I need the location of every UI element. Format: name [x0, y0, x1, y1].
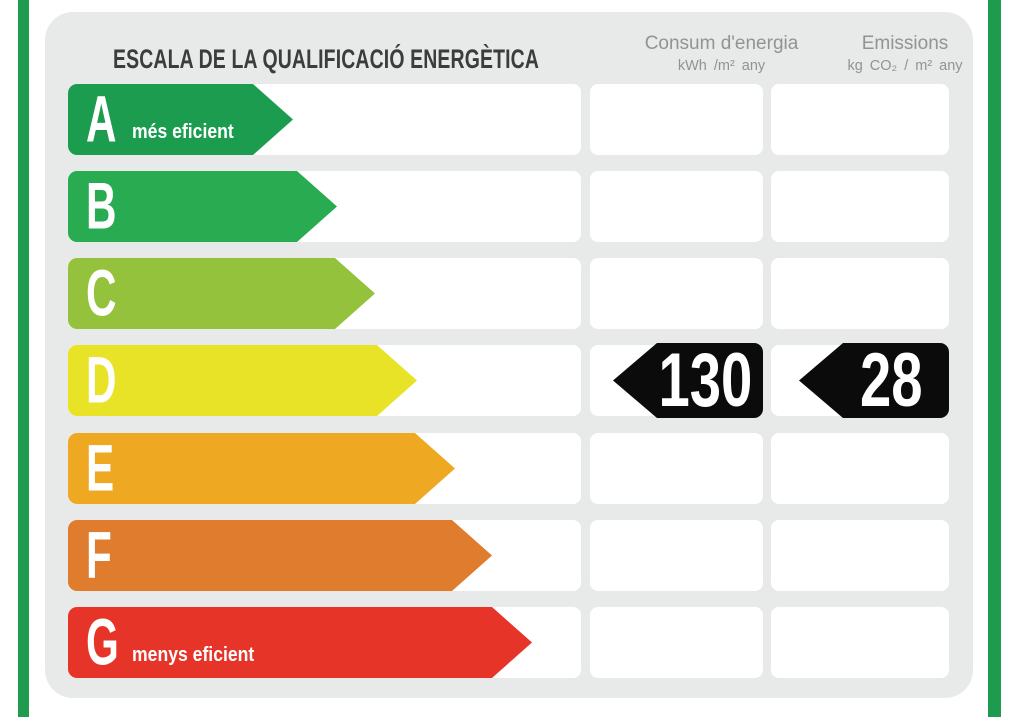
consum-value-cell — [590, 171, 763, 242]
rating-letter: G — [86, 604, 119, 679]
consum-value-cell: 130 — [590, 343, 763, 418]
rating-arrow: G menys eficient — [68, 607, 532, 678]
rating-letter: E — [86, 430, 115, 505]
rating-row-f: F — [0, 520, 1017, 591]
rating-row-e: E — [0, 433, 1017, 504]
emissions-value-cell — [771, 433, 949, 504]
emissions-value-badge: 28 — [799, 343, 949, 418]
consum-value-cell — [590, 84, 763, 155]
emissions-value-cell — [771, 520, 949, 591]
rating-row-a: A més eficient — [0, 84, 1017, 155]
scale-title: ESCALA DE LA QUALIFICACIÓ ENERGÈTICA — [113, 44, 540, 74]
left-accent-bar — [18, 0, 29, 717]
rating-row-c: C — [0, 258, 1017, 329]
consum-header-line1: Consum d'energia — [644, 33, 799, 54]
consum-value: 130 — [658, 338, 752, 423]
rating-letter: D — [86, 342, 117, 417]
consum-value-cell — [590, 258, 763, 329]
consum-value-cell — [590, 433, 763, 504]
emissions-column-header: Emissions kg CO₂ / m² any — [816, 32, 994, 76]
rating-arrow: F — [68, 520, 492, 591]
rating-arrow: B — [68, 171, 337, 242]
rating-letter: B — [86, 168, 117, 243]
rating-letter: F — [86, 517, 112, 592]
rating-letter: C — [86, 255, 117, 330]
emissions-header-line1: Emissions — [861, 33, 949, 54]
rating-row-g: G menys eficient — [0, 607, 1017, 678]
emissions-value-cell — [771, 171, 949, 242]
right-accent-bar — [988, 0, 1001, 717]
rating-arrow: A més eficient — [68, 84, 293, 155]
rating-row-b: B — [0, 171, 1017, 242]
emissions-value-cell — [771, 258, 949, 329]
rating-arrow: C — [68, 258, 375, 329]
consum-column-header: Consum d'energia kWh /m² any — [635, 32, 808, 76]
emissions-value-cell: 28 — [771, 343, 949, 418]
rating-sublabel: més eficient — [132, 121, 234, 143]
consum-value-badge: 130 — [613, 343, 763, 418]
consum-value-cell — [590, 607, 763, 678]
emissions-header-units: kg CO₂ / m² any — [847, 58, 963, 74]
emissions-value-cell — [771, 84, 949, 155]
consum-value-cell — [590, 520, 763, 591]
consum-header-units: kWh /m² any — [677, 58, 766, 74]
rating-arrow: D — [68, 345, 417, 416]
rating-sublabel: menys eficient — [132, 644, 255, 666]
emissions-value-cell — [771, 607, 949, 678]
rating-letter: A — [86, 81, 117, 156]
emissions-value: 28 — [859, 338, 923, 423]
rating-arrow: E — [68, 433, 455, 504]
rating-row-d: D 130 28 — [0, 343, 1017, 418]
